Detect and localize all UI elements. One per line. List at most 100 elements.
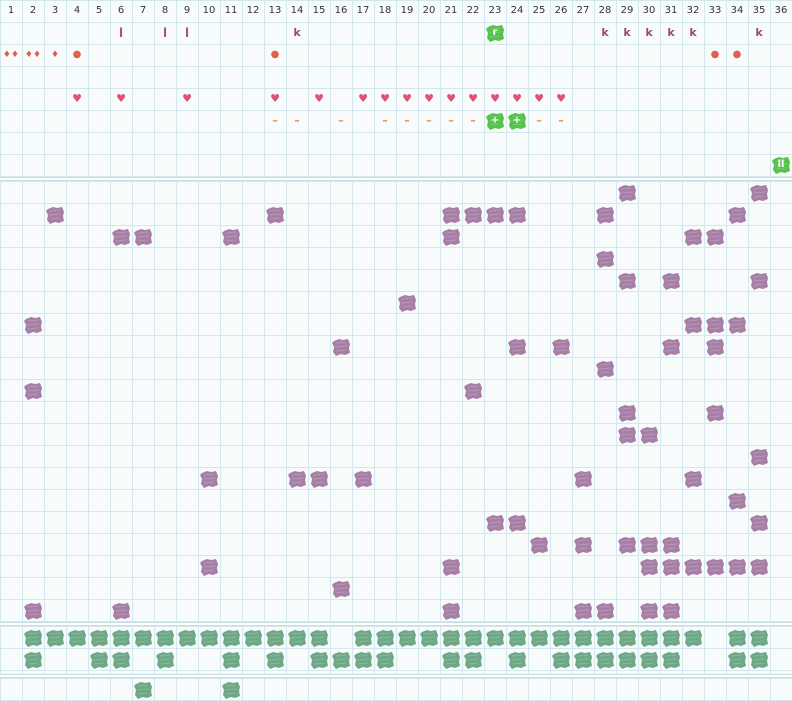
purple-piece[interactable] bbox=[396, 292, 418, 314]
green-piece[interactable] bbox=[352, 649, 374, 671]
purple-piece[interactable] bbox=[44, 204, 66, 226]
purple-piece[interactable] bbox=[638, 556, 660, 578]
purple-piece[interactable] bbox=[704, 226, 726, 248]
purple-piece[interactable] bbox=[660, 556, 682, 578]
green-piece[interactable] bbox=[308, 649, 330, 671]
purple-piece[interactable] bbox=[594, 204, 616, 226]
purple-piece[interactable] bbox=[638, 534, 660, 556]
green-piece[interactable] bbox=[176, 627, 198, 649]
green-piece[interactable] bbox=[88, 627, 110, 649]
purple-piece[interactable] bbox=[748, 556, 770, 578]
green-piece[interactable] bbox=[352, 627, 374, 649]
green-piece[interactable] bbox=[528, 627, 550, 649]
green-piece[interactable] bbox=[682, 627, 704, 649]
purple-piece[interactable] bbox=[506, 336, 528, 358]
green-piece[interactable] bbox=[572, 627, 594, 649]
purple-piece[interactable] bbox=[440, 556, 462, 578]
green-piece[interactable] bbox=[396, 627, 418, 649]
green-piece[interactable] bbox=[440, 649, 462, 671]
bright-green-piece[interactable]: r bbox=[484, 22, 506, 44]
green-piece[interactable] bbox=[88, 649, 110, 671]
green-piece[interactable] bbox=[264, 627, 286, 649]
green-piece[interactable] bbox=[22, 649, 44, 671]
purple-piece[interactable] bbox=[682, 226, 704, 248]
green-piece[interactable] bbox=[44, 627, 66, 649]
purple-piece[interactable] bbox=[110, 600, 132, 622]
purple-piece[interactable] bbox=[198, 556, 220, 578]
purple-piece[interactable] bbox=[528, 534, 550, 556]
purple-piece[interactable] bbox=[594, 358, 616, 380]
green-piece[interactable] bbox=[594, 649, 616, 671]
purple-piece[interactable] bbox=[550, 336, 572, 358]
purple-piece[interactable] bbox=[198, 468, 220, 490]
green-piece[interactable] bbox=[462, 627, 484, 649]
green-piece[interactable] bbox=[462, 649, 484, 671]
purple-piece[interactable] bbox=[726, 556, 748, 578]
purple-piece[interactable] bbox=[110, 226, 132, 248]
green-piece[interactable] bbox=[594, 627, 616, 649]
purple-piece[interactable] bbox=[484, 204, 506, 226]
purple-piece[interactable] bbox=[704, 314, 726, 336]
purple-piece[interactable] bbox=[726, 314, 748, 336]
green-piece[interactable] bbox=[220, 627, 242, 649]
green-piece[interactable] bbox=[154, 649, 176, 671]
green-piece[interactable] bbox=[374, 649, 396, 671]
green-piece[interactable] bbox=[132, 627, 154, 649]
purple-piece[interactable] bbox=[462, 380, 484, 402]
purple-piece[interactable] bbox=[726, 490, 748, 512]
purple-piece[interactable] bbox=[748, 182, 770, 204]
purple-piece[interactable] bbox=[330, 336, 352, 358]
purple-piece[interactable] bbox=[660, 534, 682, 556]
purple-piece[interactable] bbox=[132, 226, 154, 248]
purple-piece[interactable] bbox=[616, 182, 638, 204]
purple-piece[interactable] bbox=[572, 468, 594, 490]
green-piece[interactable] bbox=[550, 649, 572, 671]
purple-piece[interactable] bbox=[484, 512, 506, 534]
bright-green-piece[interactable]: ll bbox=[770, 154, 792, 176]
purple-piece[interactable] bbox=[660, 336, 682, 358]
purple-piece[interactable] bbox=[440, 600, 462, 622]
purple-piece[interactable] bbox=[616, 402, 638, 424]
purple-piece[interactable] bbox=[748, 512, 770, 534]
green-piece[interactable] bbox=[550, 627, 572, 649]
purple-piece[interactable] bbox=[330, 578, 352, 600]
green-piece[interactable] bbox=[660, 649, 682, 671]
purple-piece[interactable] bbox=[22, 380, 44, 402]
purple-piece[interactable] bbox=[22, 314, 44, 336]
green-piece[interactable] bbox=[572, 649, 594, 671]
green-piece[interactable] bbox=[374, 627, 396, 649]
bright-green-piece[interactable]: + bbox=[506, 110, 528, 132]
purple-piece[interactable] bbox=[462, 204, 484, 226]
purple-piece[interactable] bbox=[220, 226, 242, 248]
purple-piece[interactable] bbox=[660, 600, 682, 622]
purple-piece[interactable] bbox=[704, 402, 726, 424]
purple-piece[interactable] bbox=[704, 336, 726, 358]
purple-piece[interactable] bbox=[638, 424, 660, 446]
purple-piece[interactable] bbox=[682, 556, 704, 578]
purple-piece[interactable] bbox=[726, 204, 748, 226]
purple-piece[interactable] bbox=[748, 446, 770, 468]
bright-green-piece[interactable]: + bbox=[484, 110, 506, 132]
green-piece[interactable] bbox=[660, 627, 682, 649]
green-piece[interactable] bbox=[330, 649, 352, 671]
green-piece[interactable] bbox=[66, 627, 88, 649]
tray-piece[interactable] bbox=[220, 679, 242, 701]
green-piece[interactable] bbox=[242, 627, 264, 649]
purple-piece[interactable] bbox=[572, 534, 594, 556]
purple-piece[interactable] bbox=[440, 204, 462, 226]
purple-piece[interactable] bbox=[638, 600, 660, 622]
purple-piece[interactable] bbox=[308, 468, 330, 490]
green-piece[interactable] bbox=[616, 627, 638, 649]
green-piece[interactable] bbox=[506, 649, 528, 671]
purple-piece[interactable] bbox=[440, 226, 462, 248]
purple-piece[interactable] bbox=[594, 248, 616, 270]
purple-piece[interactable] bbox=[748, 270, 770, 292]
green-piece[interactable] bbox=[220, 649, 242, 671]
green-piece[interactable] bbox=[616, 649, 638, 671]
green-piece[interactable] bbox=[748, 627, 770, 649]
purple-piece[interactable] bbox=[352, 468, 374, 490]
green-piece[interactable] bbox=[198, 627, 220, 649]
green-piece[interactable] bbox=[22, 627, 44, 649]
green-piece[interactable] bbox=[638, 627, 660, 649]
purple-piece[interactable] bbox=[506, 512, 528, 534]
